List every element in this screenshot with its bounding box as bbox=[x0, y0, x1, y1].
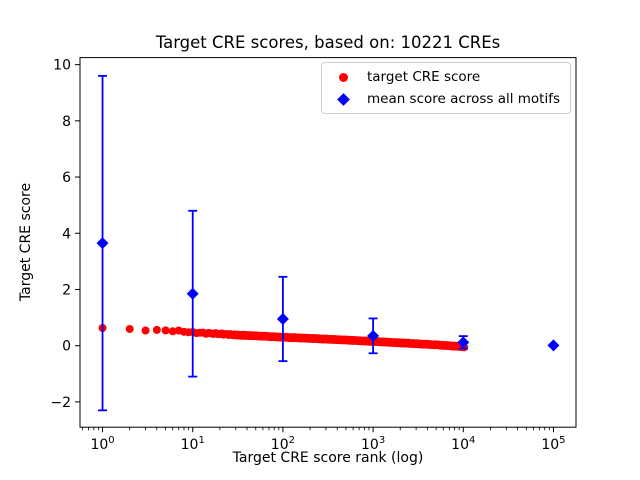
x-axis-label: Target CRE score rank (log) bbox=[232, 450, 424, 466]
legend: target CRE score mean score across all m… bbox=[320, 62, 571, 114]
legend-label-target-score: target CRE score bbox=[366, 69, 481, 85]
legend-marker-cell bbox=[330, 72, 358, 82]
svg-text:10: 10 bbox=[53, 58, 71, 74]
legend-item-target-score: target CRE score bbox=[330, 69, 560, 85]
svg-text:4: 4 bbox=[62, 226, 71, 242]
svg-text:−2: −2 bbox=[50, 395, 71, 411]
legend-label-mean-score: mean score across all motifs bbox=[366, 91, 560, 107]
blue-diamond-marker-icon bbox=[337, 92, 351, 106]
svg-text:0: 0 bbox=[62, 339, 71, 355]
chart-title: Target CRE scores, based on: 10221 CREs bbox=[155, 33, 501, 52]
svg-text:6: 6 bbox=[62, 170, 71, 186]
red-circle-marker-icon bbox=[339, 72, 349, 82]
svg-text:2: 2 bbox=[62, 282, 71, 298]
svg-text:8: 8 bbox=[62, 114, 71, 130]
legend-marker-cell bbox=[330, 92, 358, 106]
y-axis-label: Target CRE score bbox=[18, 182, 34, 302]
legend-item-mean-score: mean score across all motifs bbox=[330, 91, 560, 107]
